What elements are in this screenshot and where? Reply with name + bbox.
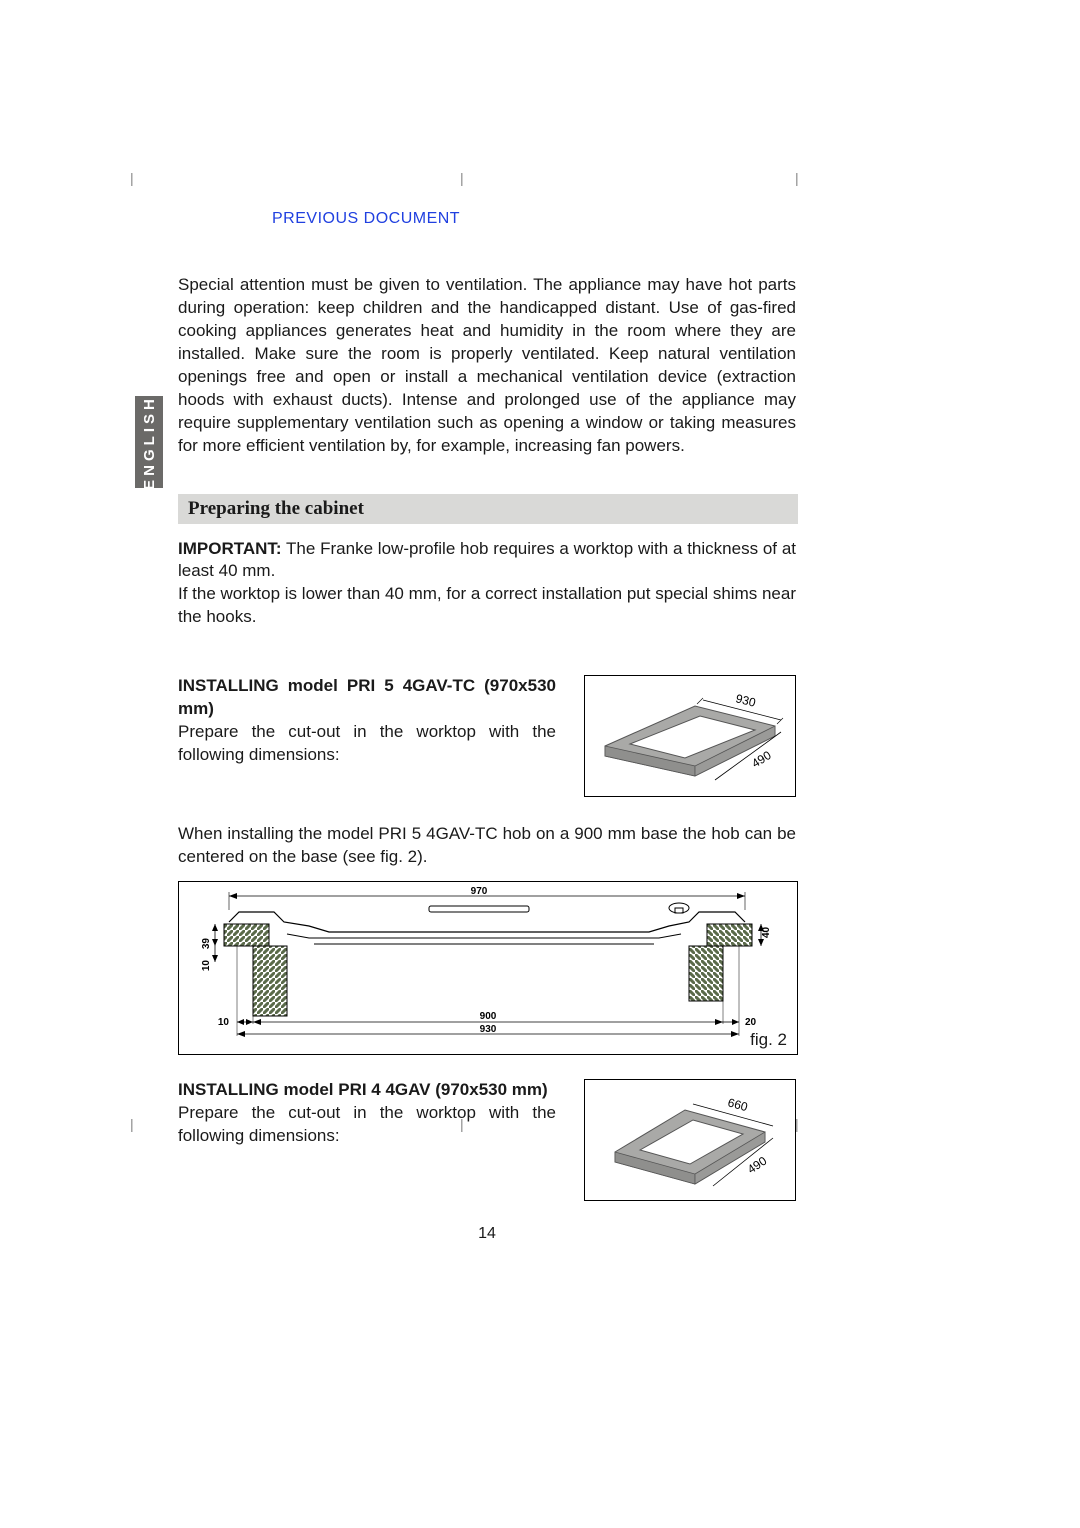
fig2-dim-10v: 10 bbox=[201, 960, 212, 972]
install-1-body: Prepare the cut-out in the worktop with … bbox=[178, 722, 556, 764]
fig2-caption: fig. 2 bbox=[750, 1030, 787, 1050]
fig2-dim-right20: 20 bbox=[745, 1017, 757, 1028]
install-1-heading: INSTALLING model PRI 5 4GAV-TC (970x530 … bbox=[178, 676, 556, 718]
centering-text: When installing the model PRI 5 4GAV-TC … bbox=[178, 823, 796, 869]
install-1-diagram: 930 490 bbox=[584, 675, 796, 797]
install-2-dim-long: 660 bbox=[726, 1095, 749, 1114]
install-2-dim-short: 490 bbox=[745, 1154, 770, 1177]
install-2-heading: INSTALLING model PRI 4 4GAV (970x530 mm) bbox=[178, 1080, 548, 1099]
install-2-body: Prepare the cut-out in the worktop with … bbox=[178, 1103, 556, 1145]
fig2-dim-970: 970 bbox=[471, 886, 488, 897]
install-1-text: INSTALLING model PRI 5 4GAV-TC (970x530 … bbox=[178, 675, 556, 767]
page-content: PREVIOUS DOCUMENT Special attention must… bbox=[178, 210, 796, 1243]
language-tab: ENGLISH bbox=[135, 396, 163, 488]
language-tab-label: ENGLISH bbox=[141, 395, 158, 490]
crop-mark: | bbox=[130, 1116, 134, 1132]
important-label: IMPORTANT: bbox=[178, 539, 282, 558]
shim-text: If the worktop is lower than 40 mm, for … bbox=[178, 584, 796, 626]
install-2-row: INSTALLING model PRI 4 4GAV (970x530 mm)… bbox=[178, 1079, 796, 1201]
previous-document-link[interactable]: PREVIOUS DOCUMENT bbox=[272, 210, 796, 228]
fig2-dim-left10: 10 bbox=[218, 1017, 230, 1028]
install-1-row: INSTALLING model PRI 5 4GAV-TC (970x530 … bbox=[178, 675, 796, 797]
fig2-dim-930: 930 bbox=[480, 1024, 497, 1035]
intro-paragraph: Special attention must be given to venti… bbox=[178, 274, 796, 458]
crop-mark: | bbox=[130, 170, 134, 186]
crop-mark: | bbox=[795, 170, 799, 186]
section-heading: Preparing the cabinet bbox=[178, 494, 798, 524]
crop-mark: | bbox=[460, 170, 464, 186]
important-block: IMPORTANT: The Franke low-profile hob re… bbox=[178, 538, 796, 630]
page-number: 14 bbox=[178, 1225, 796, 1243]
fig2-dim-900: 900 bbox=[480, 1011, 497, 1022]
fig2-diagram: 970 39 10 40 10 900 20 bbox=[178, 881, 798, 1055]
fig2-dim-40: 40 bbox=[761, 927, 772, 939]
install-2-text: INSTALLING model PRI 4 4GAV (970x530 mm)… bbox=[178, 1079, 556, 1148]
install-1-dim-short: 490 bbox=[749, 748, 774, 771]
install-2-diagram: 660 490 bbox=[584, 1079, 796, 1201]
fig2-dim-39: 39 bbox=[201, 938, 212, 950]
install-1-dim-long: 930 bbox=[734, 692, 757, 711]
